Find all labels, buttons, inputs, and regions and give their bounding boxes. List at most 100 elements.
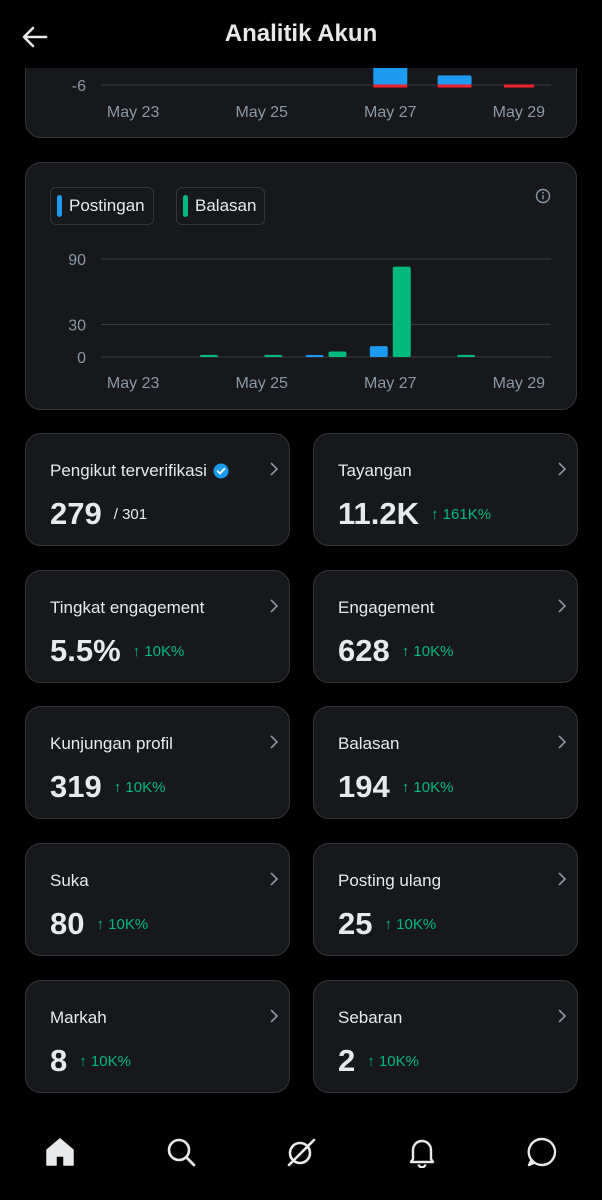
- bar-replies: [264, 354, 283, 357]
- metric-value-row: 25 ↑ 10K%: [338, 906, 436, 942]
- metric-value-row: 628 ↑ 10K%: [338, 633, 453, 669]
- chevron-right-icon: [558, 1009, 567, 1023]
- bottom-tab-bar: [0, 1110, 602, 1200]
- back-button[interactable]: [18, 20, 52, 54]
- metric-label: Kunjungan profil: [50, 734, 173, 753]
- metric-change: ↑ 10K%: [96, 916, 149, 933]
- posts-replies-chart: 0 30 90 May 23 May 25 May 27 May 29: [68, 252, 551, 392]
- x-tick-label: May 27: [364, 104, 417, 121]
- x-tick-label: May 29: [493, 104, 546, 121]
- tab-search[interactable]: [161, 1132, 201, 1172]
- metric-value: 25: [338, 906, 373, 941]
- metric-change: ↑ 161K%: [431, 506, 492, 523]
- metric-card-reposts[interactable]: Posting ulang 25 ↑ 10K%: [313, 843, 578, 956]
- chevron-right-icon: [270, 735, 279, 749]
- back-arrow-icon: [22, 26, 48, 48]
- info-icon[interactable]: [534, 187, 552, 205]
- legend-replies-label: Balasan: [195, 196, 257, 215]
- metric-change: ↑ 10K%: [113, 779, 166, 796]
- metric-change: ↑ 10K%: [132, 643, 185, 660]
- chevron-right-icon: [558, 599, 567, 613]
- notifications-icon: [409, 1139, 435, 1168]
- metric-label: Pengikut terverifikasi: [50, 461, 229, 481]
- bar-replies: [457, 354, 476, 357]
- metric-value: 11.2K: [338, 496, 420, 531]
- grok-icon: [287, 1138, 316, 1167]
- x-tick-label: May 25: [235, 104, 288, 121]
- metric-label: Posting ulang: [338, 871, 442, 890]
- metric-value: 194: [338, 769, 390, 804]
- metric-change: ↑ 10K%: [401, 779, 454, 796]
- metric-label: Markah: [50, 1008, 107, 1027]
- page-title: Analitik Akun: [224, 20, 378, 47]
- bar-negative: [437, 84, 472, 88]
- bar-posts: [305, 355, 324, 357]
- metric-label: Engagement: [338, 598, 435, 617]
- metric-card-engagement[interactable]: Engagement 628 ↑ 10K%: [313, 570, 578, 683]
- chevron-right-icon: [558, 735, 567, 749]
- chevron-right-icon: [270, 872, 279, 886]
- bar-replies: [199, 354, 218, 357]
- metric-label: Balasan: [338, 734, 400, 753]
- chevron-right-icon: [270, 462, 279, 476]
- metric-total: / 301: [113, 506, 148, 523]
- y-tick-label: 0: [77, 350, 86, 367]
- chevron-right-icon: [270, 599, 279, 613]
- home-icon: [46, 1138, 74, 1166]
- metric-label: Tayangan: [338, 461, 412, 480]
- metric-value-row: 279 / 301: [50, 496, 147, 532]
- x-tick-label: May 23: [107, 375, 160, 392]
- metric-value-row: 11.2K ↑ 161K%: [338, 496, 491, 532]
- metric-value-row: 194 ↑ 10K%: [338, 769, 453, 805]
- x-tick-label: May 23: [107, 104, 160, 121]
- metric-label: Suka: [50, 871, 89, 890]
- y-tick-label: 30: [68, 317, 86, 334]
- chevron-right-icon: [270, 1009, 279, 1023]
- bar-replies: [328, 351, 347, 357]
- tab-notifications[interactable]: [402, 1132, 442, 1172]
- metric-change: ↑ 10K%: [401, 643, 454, 660]
- legend-posts[interactable]: Postingan: [50, 187, 154, 225]
- metric-value: 80: [50, 906, 85, 941]
- tab-grok[interactable]: [281, 1132, 321, 1172]
- metric-card-replies[interactable]: Balasan 194 ↑ 10K%: [313, 706, 578, 819]
- metric-value-row: 8 ↑ 10K%: [50, 1043, 131, 1079]
- legend-posts-label: Postingan: [69, 196, 145, 215]
- metric-card-impressions[interactable]: Tayangan 11.2K ↑ 161K%: [313, 433, 578, 546]
- metric-value-row: 2 ↑ 10K%: [338, 1043, 419, 1079]
- metric-card-shares[interactable]: Sebaran 2 ↑ 10K%: [313, 980, 578, 1093]
- metric-change: ↑ 10K%: [79, 1053, 131, 1070]
- metric-value: 628: [338, 633, 390, 668]
- metric-label: Tingkat engagement: [50, 598, 205, 617]
- x-tick-label: May 25: [235, 375, 288, 392]
- legend-replies[interactable]: Balasan: [176, 187, 266, 225]
- metric-value: 319: [50, 769, 102, 804]
- bar-impressions: [373, 65, 408, 85]
- metric-card-likes[interactable]: Suka 80 ↑ 10K%: [25, 843, 290, 956]
- metric-card-verified-followers[interactable]: Pengikut terverifikasi 279 / 301: [25, 433, 290, 546]
- metric-value-row: 319 ↑ 10K%: [50, 769, 165, 805]
- metric-card-profile-visits[interactable]: Kunjungan profil 319 ↑ 10K%: [25, 706, 290, 819]
- metric-change: ↑ 10K%: [384, 916, 437, 933]
- metric-value-row: 5.5% ↑ 10K%: [50, 633, 184, 669]
- messages-icon: [527, 1137, 557, 1167]
- metric-value: 279: [50, 496, 102, 531]
- bar-negative: [373, 84, 408, 88]
- legend-replies-swatch: [183, 195, 188, 217]
- tab-messages[interactable]: [522, 1132, 562, 1172]
- search-icon: [167, 1138, 196, 1167]
- y-tick-label: -6: [72, 78, 86, 95]
- tab-home[interactable]: [40, 1132, 80, 1172]
- metric-value: 2: [338, 1043, 356, 1078]
- chevron-right-icon: [558, 872, 567, 886]
- metric-change: ↑ 10K%: [367, 1053, 419, 1070]
- verified-badge-icon: [213, 463, 229, 479]
- metric-card-engagement-rate[interactable]: Tingkat engagement 5.5% ↑ 10K%: [25, 570, 290, 683]
- metric-card-bookmarks[interactable]: Markah 8 ↑ 10K%: [25, 980, 290, 1093]
- bar-impressions: [437, 75, 472, 85]
- metric-value: 5.5%: [50, 633, 121, 668]
- metric-label-text: Pengikut terverifikasi: [50, 461, 207, 480]
- metric-value-row: 80 ↑ 10K%: [50, 906, 148, 942]
- posts-replies-chart-card: Postingan Balasan 0 30 90 May 23 May 25 May 2…: [25, 162, 577, 410]
- metric-value: 8: [50, 1043, 68, 1078]
